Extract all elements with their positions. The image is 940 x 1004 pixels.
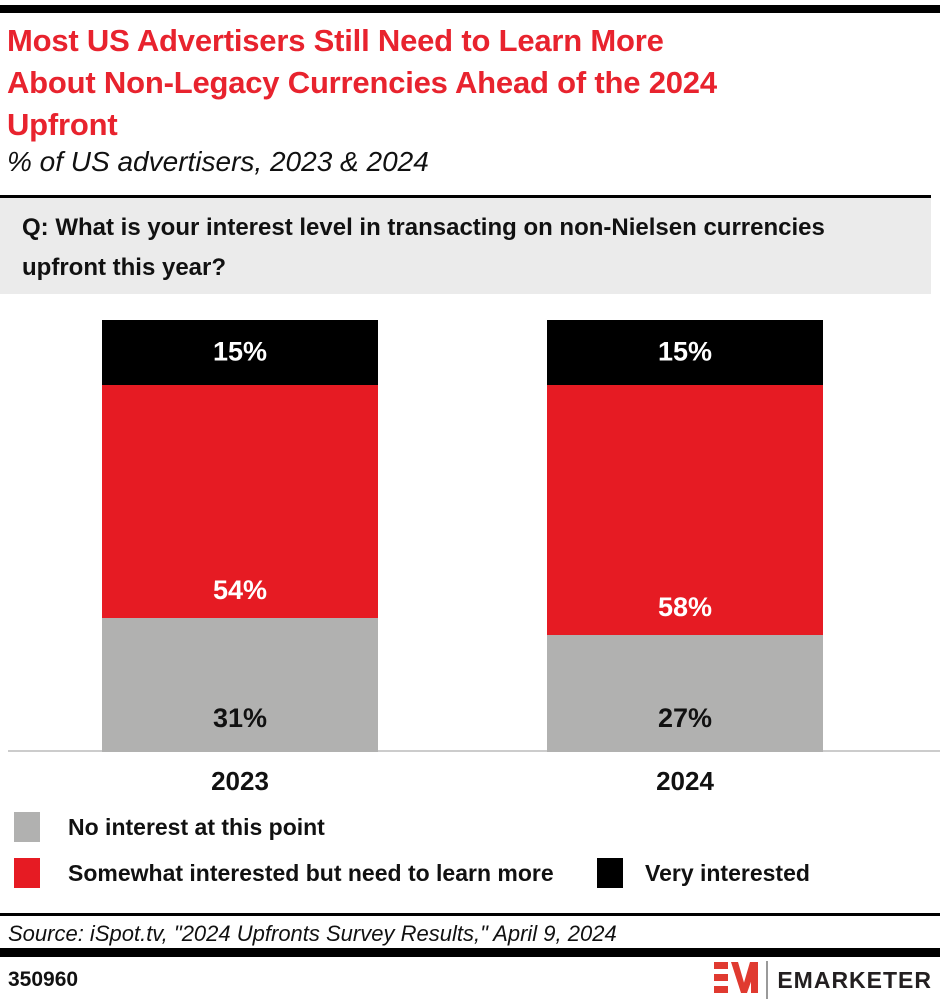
bar-segment-2023: 54% [102,384,378,619]
legend-item-no-interest: No interest at this point [14,812,325,842]
survey-question-text: Q: What is your interest level in transa… [0,198,931,288]
em-monogram-icon [714,962,759,998]
x-axis-label-2023: 2023 [211,766,269,796]
bar-value-label: 54% [212,575,268,606]
legend-item-very-interested: Very interested [597,858,810,888]
legend-swatch-black [597,858,623,888]
legend-item-somewhat-interested: Somewhat interested but need to learn mo… [14,858,554,888]
bar-segment-2023: 15% [102,320,378,385]
header-divider [0,195,931,198]
page-subtitle: % of US advertisers, 2023 & 2024 [7,146,429,177]
bar-value-label: 27% [657,702,713,733]
bar-value-label: 15% [657,336,713,367]
page-title: Most US Advertisers Still Need to Learn … [7,20,897,146]
question-line-2: upfront this year? [22,254,227,281]
bar-2023: 15% 54% 31% [102,320,378,752]
source-divider [0,913,940,916]
question-line-1: Q: What is your interest level in transa… [22,214,825,241]
x-axis-line [8,750,940,752]
survey-question-box: Q: What is your interest level in transa… [0,198,931,294]
bar-segment-2024: 27% [547,635,823,752]
footer: 350960 EMARKETER [8,957,932,1003]
plot-area: 15% 54% 31% 2023 15% 58% 27% 2024 [0,320,940,820]
source-line: Source: iSpot.tv, "2024 Upfronts Survey … [8,921,617,946]
title-line-3: Upfront [7,107,118,142]
title-line-2: About Non-Legacy Currencies Ahead of the… [7,65,717,100]
top-accent-bar [0,5,940,13]
title-line-1: Most US Advertisers Still Need to Learn … [7,23,664,58]
legend-label: Very interested [645,859,810,886]
legend-swatch-gray [14,812,40,842]
brand-divider [766,961,769,999]
bar-value-label: 58% [657,592,713,623]
bar-segment-2024: 15% [547,320,823,385]
brand-logo: EMARKETER [714,961,932,999]
legend-label: No interest at this point [68,813,325,840]
bar-value-label: 31% [212,702,268,733]
bar-segment-2023: 31% [102,618,378,752]
bar-value-label: 15% [212,336,268,367]
footer-divider [0,948,940,957]
bar-2024: 15% 58% 27% [547,320,823,752]
legend-label: Somewhat interested but need to learn mo… [68,859,554,886]
chart-number: 350960 [8,968,79,991]
x-axis-label-2024: 2024 [656,766,714,796]
bar-segment-2024: 58% [547,384,823,636]
brand-wordmark: EMARKETER [777,966,932,993]
legend-swatch-red [14,858,40,888]
